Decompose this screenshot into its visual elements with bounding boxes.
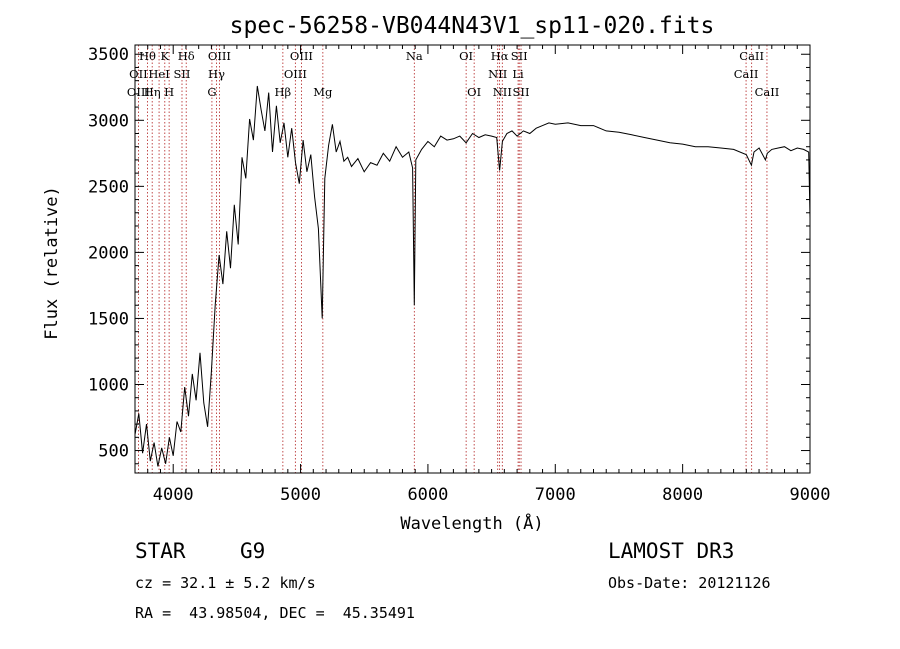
- y-axis-ticks: 500 1000 1500 2000 2500 3000 3500: [88, 45, 810, 465]
- spectral-line-label: Hα: [491, 49, 509, 63]
- spectral-line-label: K: [161, 49, 170, 63]
- plot-frame: [134, 44, 811, 474]
- spectral-line-label: Na: [406, 49, 423, 63]
- x-tick-label: 8000: [662, 485, 703, 505]
- y-tick-label: 3500: [88, 45, 129, 65]
- chart-title: spec-56258-VB044N43V1_sp11-020.fits: [230, 13, 715, 39]
- x-tick-label: 4000: [153, 485, 194, 505]
- y-tick-label: 2000: [88, 243, 129, 263]
- spectral-line-label: OI: [467, 85, 481, 99]
- spectral-line-label: OIII: [290, 49, 313, 63]
- spectral-line-label: H: [164, 85, 174, 99]
- spectral-line-label: Hη: [144, 85, 161, 99]
- spectral-line-label: SII: [511, 49, 528, 63]
- spectral-line-label: NII: [488, 67, 507, 81]
- spectral-line-label: Hδ: [178, 49, 195, 63]
- redshift-cz: cz = 32.1 ± 5.2 km/s: [135, 574, 316, 592]
- spectral-line-label: OIII: [127, 85, 150, 99]
- y-tick-label: 1000: [88, 375, 129, 395]
- spectral-line-label: Hθ: [139, 49, 156, 63]
- spectral-line-label: OIII: [284, 67, 307, 81]
- spectral-line-label: HeI: [148, 67, 169, 81]
- survey-name: LAMOST DR3: [608, 539, 735, 563]
- x-axis-label: Wavelength (Å): [400, 512, 543, 534]
- y-tick-label: 2500: [88, 177, 129, 197]
- spectral-line-label: SII: [174, 67, 191, 81]
- spectral-line-label: CaII: [734, 67, 759, 81]
- spectral-line-label: NII: [493, 85, 512, 99]
- spectral-line-label: OI: [459, 49, 473, 63]
- y-tick-label: 500: [98, 442, 129, 462]
- spectrum-line: [134, 85, 811, 467]
- spectral-line-label: CaII: [739, 49, 764, 63]
- spectral-line-label: Mg: [313, 85, 333, 99]
- spectral-line-label: SII: [513, 85, 530, 99]
- spectral-line-label: OIII: [208, 49, 231, 63]
- spectral-line-label: CaII: [755, 85, 780, 99]
- y-tick-label: 3000: [88, 111, 129, 131]
- object-subclass: G9: [240, 539, 266, 563]
- spectral-line-label: G: [207, 85, 216, 99]
- x-tick-label: 7000: [535, 485, 576, 505]
- x-axis-ticks: 4000 5000 6000 7000 8000 9000: [147, 45, 831, 505]
- spectral-line-label: Li: [512, 67, 524, 81]
- y-axis-label: Flux (relative): [42, 186, 62, 340]
- spectral-line-label: Hβ: [275, 85, 292, 99]
- spectral-line-label: OII: [129, 67, 148, 81]
- x-tick-label: 9000: [790, 485, 831, 505]
- spectral-marker-lines: [138, 45, 768, 473]
- x-tick-label: 5000: [280, 485, 321, 505]
- observation-date: Obs-Date: 20121126: [608, 574, 771, 592]
- spectral-line-label: Hγ: [208, 67, 225, 81]
- sky-coordinates: RA = 43.98504, DEC = 45.35491: [135, 604, 415, 622]
- x-tick-label: 6000: [407, 485, 448, 505]
- y-tick-label: 1500: [88, 309, 129, 329]
- object-class: STAR: [135, 539, 186, 563]
